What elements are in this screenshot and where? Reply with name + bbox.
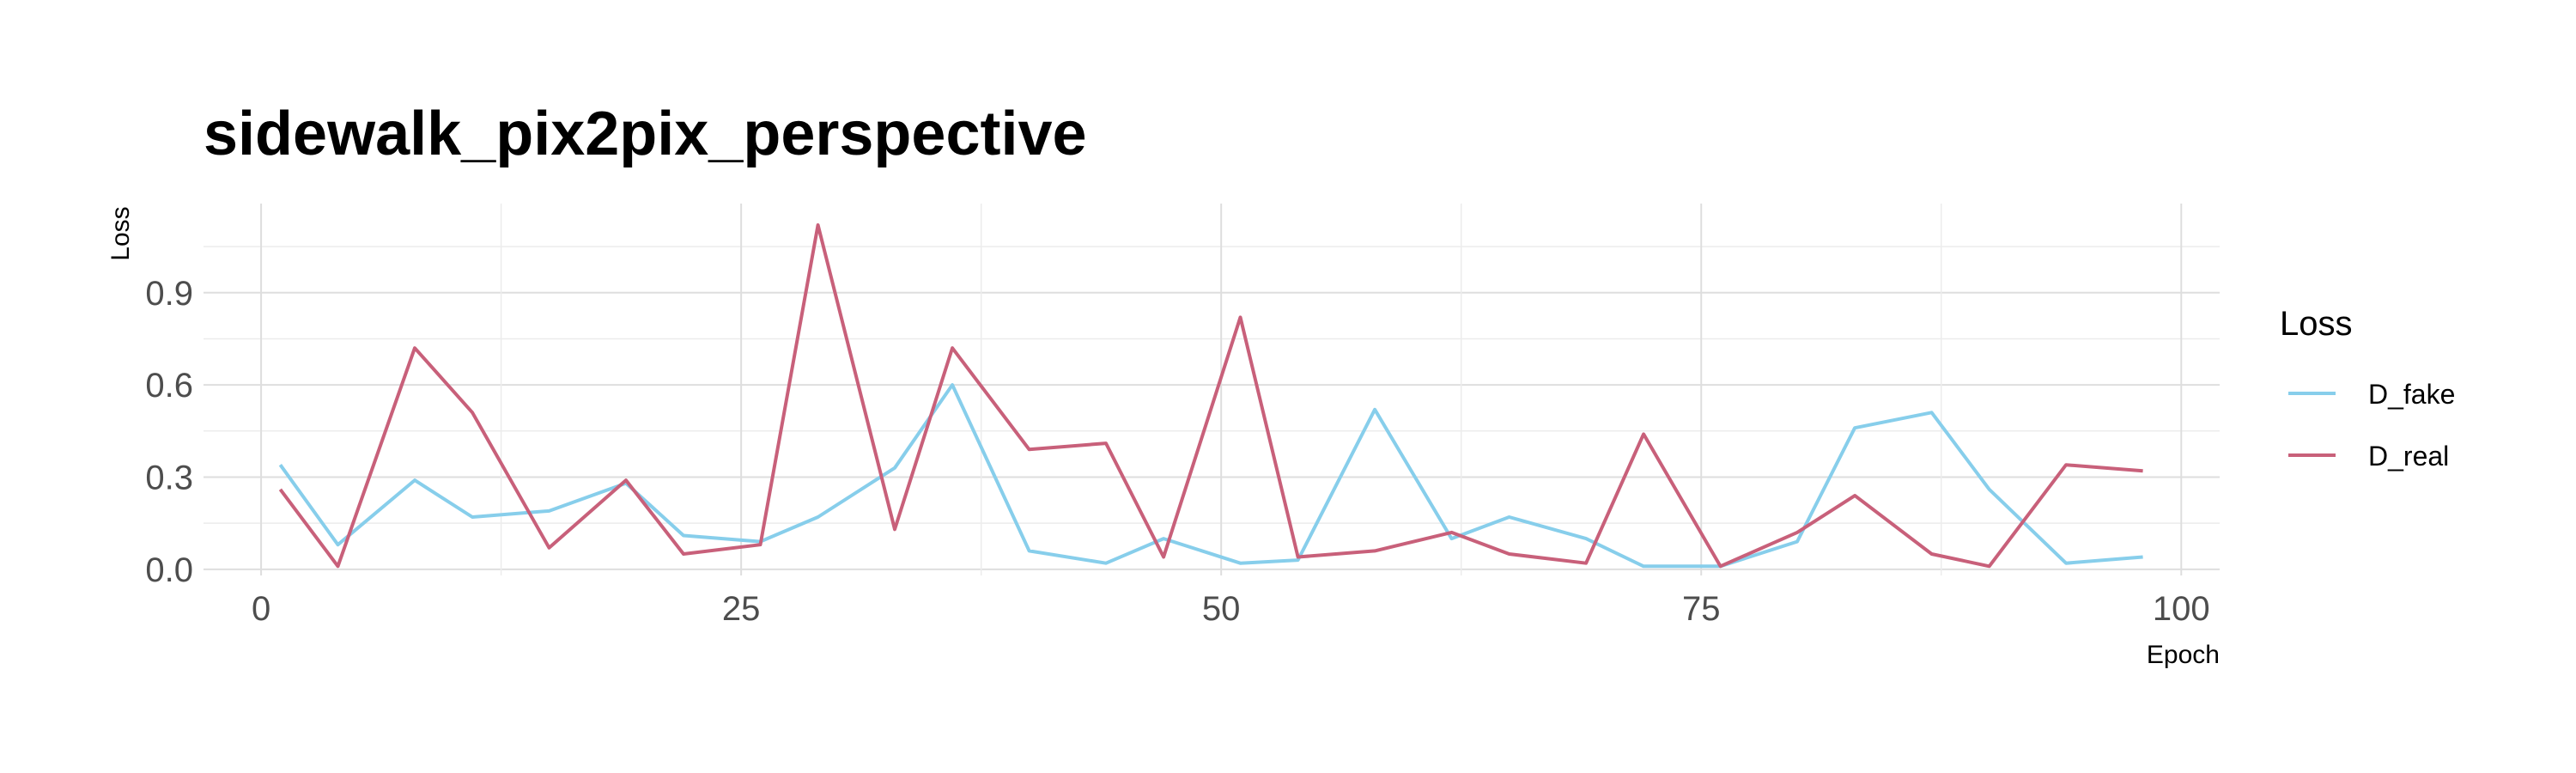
y-axis-title: Loss: [106, 206, 135, 260]
x-tick-label: 25: [722, 590, 761, 628]
x-tick-label: 75: [1682, 590, 1721, 628]
series-line-d-fake: [278, 383, 2143, 569]
legend-label-d-fake: D_fake: [2368, 379, 2455, 410]
y-tick-label: 0.0: [145, 551, 193, 589]
series-line-d-real: [278, 223, 2143, 569]
legend-label-d-real: D_real: [2368, 441, 2449, 472]
x-tick-label: 50: [1202, 590, 1241, 628]
grid-layer: [204, 204, 2220, 575]
series-layer: [278, 223, 2143, 569]
x-axis-title: Epoch: [2147, 641, 2220, 669]
legend-title: Loss: [2280, 305, 2353, 343]
y-tick-label: 0.3: [145, 459, 193, 496]
y-tick-label: 0.6: [145, 367, 193, 405]
x-tick-label: 100: [2153, 590, 2210, 628]
chart-title: sidewalk_pix2pix_perspective: [204, 100, 1087, 168]
legend-items: D_fake D_real: [2288, 379, 2455, 472]
x-tick-label: 0: [252, 590, 270, 628]
legend: Loss D_fake D_real: [2280, 305, 2455, 472]
tick-layer: 0.0 0.3 0.6 0.9 0 25 50 75 100: [145, 275, 2209, 628]
y-tick-label: 0.9: [145, 275, 193, 313]
